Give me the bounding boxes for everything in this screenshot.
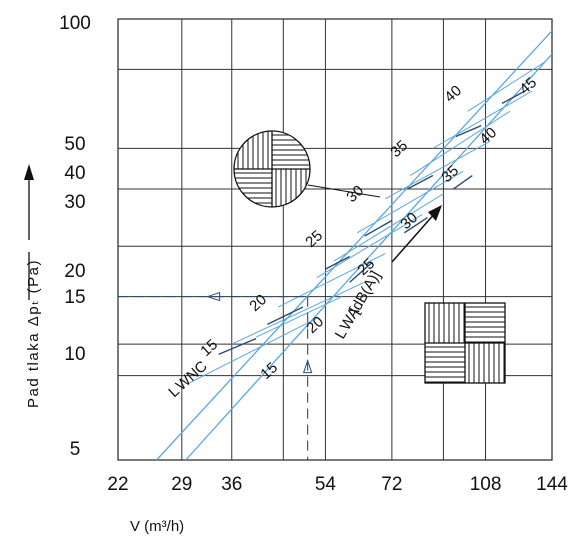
level-mark: [349, 262, 373, 283]
level-label: 20: [246, 291, 270, 315]
level-label: 25: [302, 227, 326, 251]
level-line: [333, 193, 444, 262]
level-label: 35: [438, 162, 462, 186]
level-label: 35: [387, 137, 411, 161]
level-mark: [325, 255, 351, 270]
lwa-arrow-head: [428, 205, 442, 221]
level-line: [432, 90, 533, 149]
level-line: [255, 296, 343, 338]
level-mark: [267, 306, 304, 325]
x-tick-label: 108: [470, 474, 502, 495]
level-label: 20: [303, 313, 327, 337]
level-mark: [364, 219, 393, 237]
level-mark: [455, 124, 482, 138]
y-tick-label: 40: [64, 163, 85, 184]
level-mark: [407, 174, 434, 190]
x-tick-label: 36: [221, 474, 242, 495]
symbol-pointer: [307, 184, 381, 198]
level-line: [277, 253, 386, 308]
y-axis-arrow: [24, 164, 34, 300]
level-mark: [403, 216, 428, 234]
y-tick-label: 20: [64, 261, 85, 282]
level-line: [189, 317, 317, 384]
level-label: 40: [476, 124, 500, 148]
ticks: 22 29 36 54 72 108 144 100 50 40 30 20 15 10 5: [59, 13, 568, 495]
example-reading: [118, 291, 313, 460]
level-line: [385, 141, 491, 200]
level-mark: [453, 174, 473, 190]
series-line: [156, 30, 553, 461]
y-tick-label: 10: [64, 344, 85, 365]
symbols: [233, 130, 506, 384]
example-arrow-left: [206, 291, 221, 302]
level-line: [316, 214, 423, 279]
series-line: [185, 53, 553, 461]
y-tick-label: 30: [64, 192, 85, 213]
x-tick-label: 22: [107, 474, 128, 495]
x-tick-label: 29: [171, 474, 192, 495]
y-axis-label: Pad tlaka Δpₜ (Pa): [25, 259, 42, 408]
x-tick-label: 54: [315, 474, 337, 495]
level-line: [357, 170, 464, 234]
level-label: 15: [197, 336, 221, 360]
x-tick-label: 144: [536, 474, 568, 495]
level-mark: [501, 90, 526, 105]
level-label: 30: [397, 209, 421, 233]
x-axis-label: V (m³/h): [130, 518, 184, 535]
level-line: [231, 281, 365, 345]
y-tick-label: 15: [64, 287, 85, 308]
y-tick-label: 5: [70, 439, 81, 460]
plot-frame: [117, 18, 553, 461]
lwa-arrow-line: [391, 211, 437, 263]
level-line: [410, 110, 511, 176]
example-arrow-up: [302, 359, 313, 374]
level-label: 15: [257, 359, 281, 383]
level-mark: [218, 337, 257, 355]
y-tick-label: 50: [64, 134, 85, 155]
level-line: [467, 61, 546, 112]
y-tick-label: 100: [59, 13, 91, 34]
x-tick-label: 72: [381, 474, 402, 495]
level-label: 40: [441, 82, 465, 106]
